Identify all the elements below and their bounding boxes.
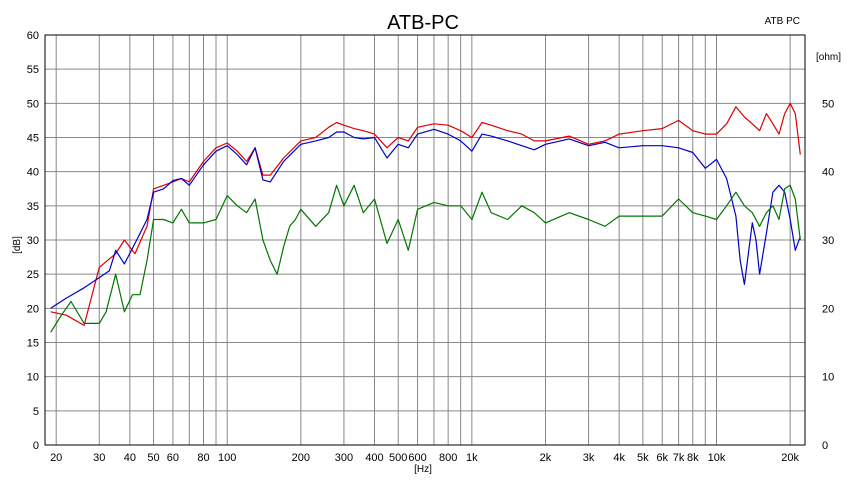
y-tick-label: 20 [27,303,39,315]
x-tick-label: 7k [673,452,685,464]
y-tick-label: 15 [27,338,39,350]
x-tick-label: 80 [197,452,209,464]
left-axis-label: [dB] [12,236,23,254]
x-tick-label: 10k [708,452,726,464]
x-tick-label: 20k [781,452,799,464]
y-tick-label: 5 [33,406,39,418]
y-tick-label: 30 [27,235,39,247]
y-tick-label: 25 [27,269,39,281]
right-axis-label: [ohm] [816,52,841,63]
x-tick-label: 400 [365,452,383,464]
y-tick-label: 35 [27,201,39,213]
x-tick-label: 40 [124,452,136,464]
x-tick-label: 3k [583,452,595,464]
x-tick-label: 4k [613,452,625,464]
x-tick-label: 800 [439,452,457,464]
y-tick-label: 40 [27,167,39,179]
y-right-tick-label: 0 [822,440,828,452]
y-right-tick-label: 20 [822,303,834,315]
x-tick-label: 500 [389,452,407,464]
y-tick-label: 10 [27,372,39,384]
y-right-tick-label: 40 [822,167,834,179]
x-tick-label: 1k [466,452,478,464]
y-right-tick-label: 30 [822,235,834,247]
x-tick-label: 6k [656,452,668,464]
x-tick-label: 50 [147,452,159,464]
y-tick-label: 0 [33,440,39,452]
legend-label: ATB PC [765,16,800,27]
y-tick-label: 45 [27,133,39,145]
x-axis-label: [Hz] [414,464,432,475]
chart-title: ATB-PC [387,12,459,34]
x-tick-label: 60 [167,452,179,464]
x-tick-label: 20 [50,452,62,464]
y-tick-label: 60 [27,30,39,42]
plot-frame [44,34,806,446]
series-line-3 [50,184,801,333]
x-tick-label: 300 [335,452,353,464]
x-tick-label: 100 [218,452,236,464]
grid-lines [45,34,805,446]
series-group [50,102,801,333]
x-tick-label: 200 [292,452,310,464]
series-line-2 [50,128,801,309]
y-right-tick-label: 10 [822,372,834,384]
x-tick-label: 600 [408,452,426,464]
x-tick-label: 8k [687,452,699,464]
x-tick-label: 5k [637,452,649,464]
y-tick-label: 50 [27,98,39,110]
series-line-1 [50,102,801,326]
x-tick-label: 30 [93,452,105,464]
y-right-tick-label: 50 [822,98,834,110]
x-tick-label: 2k [540,452,552,464]
y-tick-label: 55 [27,64,39,76]
